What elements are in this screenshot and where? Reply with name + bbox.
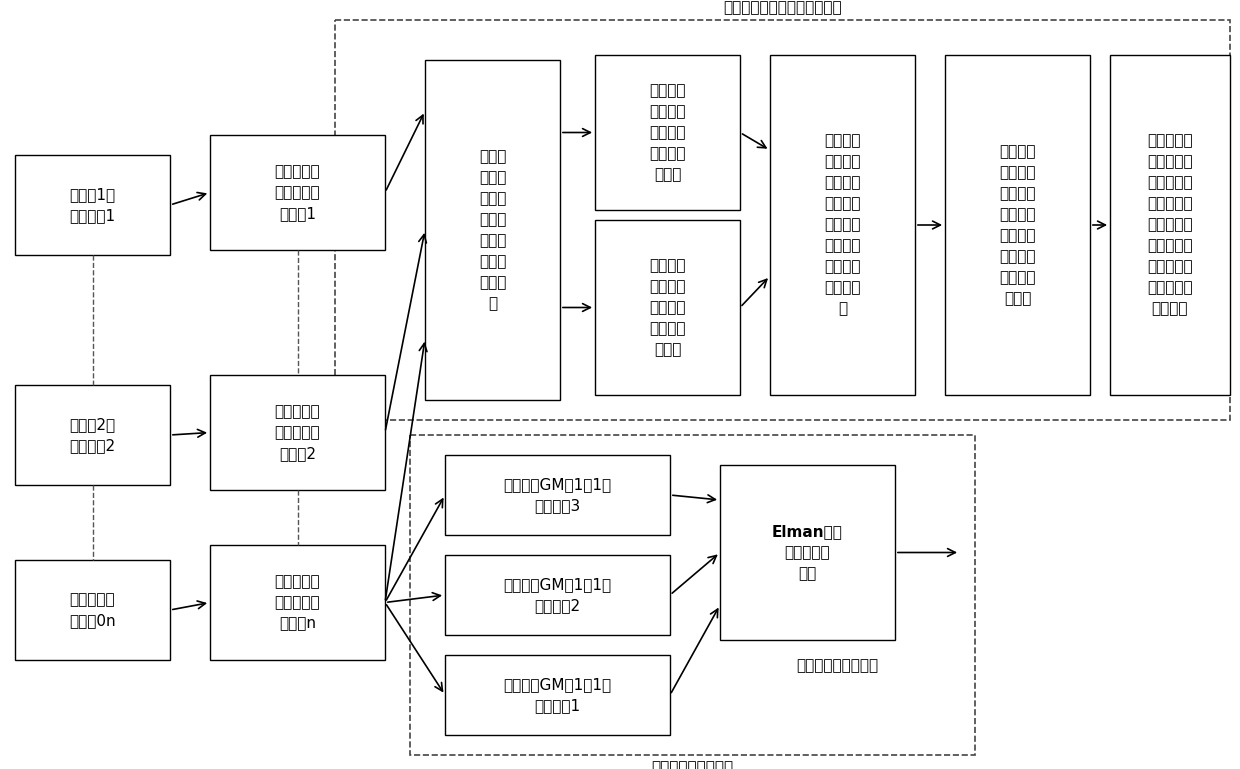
Text: 确定时间
序列三角
模糊数値
阵列的正
理想値: 确定时间 序列三角 模糊数値 阵列的正 理想値 — [650, 83, 686, 182]
Text: 构建多
个温度
检测点
的时间
序列三
角模糊
数値阵
列: 构建多 个温度 检测点 的时间 序列三 角模糊 数値阵 列 — [479, 149, 506, 311]
Text: Elman神经
网络温度评
价器: Elman神经 网络温度评 价器 — [773, 524, 843, 581]
Text: 时间序列三
角模糊数神
经网的n: 时间序列三 角模糊数神 经网的n — [275, 574, 320, 631]
Text: 检测点1温
度传感器1: 检测点1温 度传感器1 — [69, 187, 115, 223]
Bar — [210, 545, 384, 660]
Bar — [15, 385, 170, 485]
Text: 新陈代谢GM（1，1）
预测模型1: 新陈代谢GM（1，1） 预测模型1 — [503, 677, 611, 713]
Text: 苹果园环境多点温度融合模型: 苹果园环境多点温度融合模型 — [723, 0, 842, 15]
Text: 确定时间
序列三角
模糊数値
阵列的负
理想値: 确定时间 序列三角 模糊数値 阵列的负 理想値 — [650, 258, 686, 357]
Bar — [445, 455, 670, 535]
Text: 时间序列三
角模糊数神
经网的1: 时间序列三 角模糊数神 经网的1 — [275, 164, 320, 221]
Bar — [15, 155, 170, 255]
Text: 检测点温度
传感器0n: 检测点温度 传感器0n — [69, 592, 115, 628]
Bar — [595, 220, 740, 395]
Bar — [425, 60, 560, 400]
Bar — [410, 435, 975, 755]
Bar — [770, 55, 915, 395]
Bar — [15, 560, 170, 660]
Text: 苹果树不同生长阶段: 苹果树不同生长阶段 — [796, 658, 879, 673]
Text: 时间序列三
角模糊数神
经网的2: 时间序列三 角模糊数神 经网的2 — [275, 404, 320, 461]
Text: 基于每个
检测点的
相对贴近
度求取不
同检测点
的温度传
感器的融
合权重: 基于每个 检测点的 相对贴近 度求取不 同检测点 的温度传 感器的融 合权重 — [999, 144, 1035, 306]
Text: 每个检测点
的温度三角
模糊値预测
値与其融合
权重的积相
加的和为整
个监测环境
温度的三角
模糊数値: 每个检测点 的温度三角 模糊値预测 値与其融合 权重的积相 加的和为整 个监测环… — [1147, 134, 1193, 317]
Text: 新陈代谢GM（1，1）
预测模型2: 新陈代谢GM（1，1） 预测模型2 — [503, 577, 611, 613]
Bar — [210, 135, 384, 250]
Text: 新陈代谢GM（1，1）
预测模型3: 新陈代谢GM（1，1） 预测模型3 — [503, 477, 611, 513]
Bar — [210, 375, 384, 490]
Bar — [335, 20, 1230, 420]
Bar — [945, 55, 1090, 395]
Bar — [720, 465, 895, 640]
Text: 三角模糊数预测模块: 三角模糊数预测模块 — [651, 760, 734, 769]
Text: 计算每个
检测点的
时间序列
三角模糊
数値与正
负理想値
的距离和
相对贴近
度: 计算每个 检测点的 时间序列 三角模糊 数値与正 负理想値 的距离和 相对贴近 … — [825, 134, 861, 317]
Bar — [445, 655, 670, 735]
Bar — [445, 555, 670, 635]
Bar — [1110, 55, 1230, 395]
Bar — [595, 55, 740, 210]
Text: 检测点2温
度传感器2: 检测点2温 度传感器2 — [69, 417, 115, 453]
